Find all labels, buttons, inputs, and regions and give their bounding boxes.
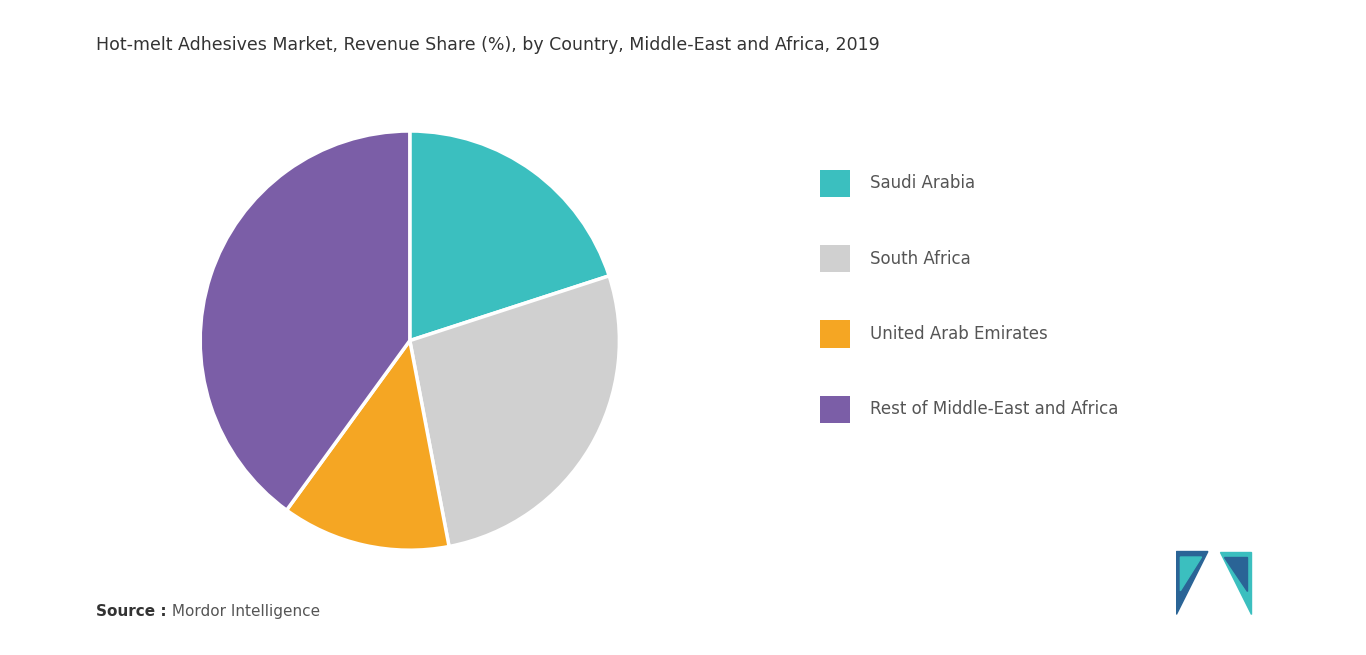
Wedge shape <box>287 341 449 550</box>
Wedge shape <box>201 131 410 510</box>
Text: United Arab Emirates: United Arab Emirates <box>870 325 1048 343</box>
Text: South Africa: South Africa <box>870 250 971 268</box>
Text: Mordor Intelligence: Mordor Intelligence <box>167 604 320 619</box>
Text: Hot-melt Adhesives Market, Revenue Share (%), by Country, Middle-East and Africa: Hot-melt Adhesives Market, Revenue Share… <box>96 36 880 54</box>
Wedge shape <box>410 276 619 546</box>
Polygon shape <box>1180 557 1202 591</box>
Text: Saudi Arabia: Saudi Arabia <box>870 174 975 193</box>
Polygon shape <box>1220 552 1251 614</box>
Polygon shape <box>1176 552 1208 614</box>
Text: Source :: Source : <box>96 604 167 619</box>
Wedge shape <box>410 131 609 341</box>
Text: Rest of Middle-East and Africa: Rest of Middle-East and Africa <box>870 400 1119 419</box>
Polygon shape <box>1224 557 1247 591</box>
